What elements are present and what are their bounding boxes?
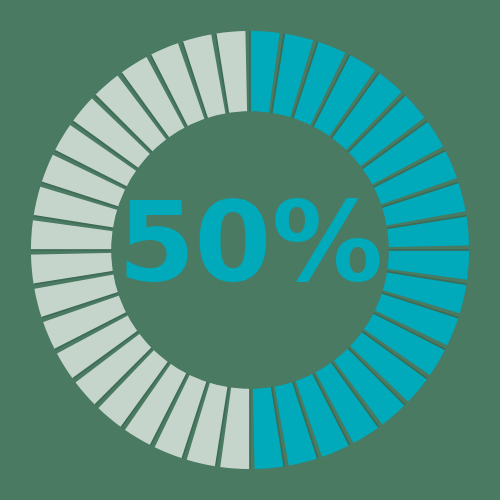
Wedge shape: [31, 253, 114, 284]
Text: 50%: 50%: [117, 196, 383, 304]
Wedge shape: [31, 220, 113, 250]
Wedge shape: [362, 121, 443, 184]
Wedge shape: [57, 316, 138, 379]
Wedge shape: [274, 382, 318, 466]
Wedge shape: [386, 216, 469, 247]
Wedge shape: [373, 150, 457, 204]
Wedge shape: [220, 387, 250, 469]
Wedge shape: [76, 334, 152, 405]
Wedge shape: [216, 31, 247, 114]
Wedge shape: [253, 386, 284, 469]
Wedge shape: [350, 331, 427, 402]
Wedge shape: [312, 55, 375, 136]
Wedge shape: [334, 348, 405, 424]
Wedge shape: [382, 272, 466, 314]
Wedge shape: [292, 42, 346, 125]
Wedge shape: [182, 34, 226, 118]
Wedge shape: [73, 98, 150, 169]
Wedge shape: [34, 274, 118, 318]
Wedge shape: [387, 250, 469, 280]
Wedge shape: [382, 182, 466, 226]
Wedge shape: [98, 350, 169, 427]
Wedge shape: [42, 154, 125, 208]
Wedge shape: [250, 31, 280, 113]
Wedge shape: [186, 382, 228, 466]
Wedge shape: [331, 73, 402, 150]
Wedge shape: [150, 43, 204, 127]
Wedge shape: [55, 125, 136, 188]
Wedge shape: [374, 292, 458, 346]
Wedge shape: [43, 296, 127, 350]
Wedge shape: [121, 57, 184, 138]
Wedge shape: [125, 364, 188, 445]
Wedge shape: [154, 374, 208, 458]
Wedge shape: [316, 362, 379, 443]
Wedge shape: [296, 373, 350, 457]
Circle shape: [112, 112, 388, 388]
Wedge shape: [95, 76, 166, 152]
Wedge shape: [348, 95, 424, 166]
Wedge shape: [364, 312, 445, 375]
Wedge shape: [272, 34, 314, 118]
Wedge shape: [34, 186, 118, 228]
